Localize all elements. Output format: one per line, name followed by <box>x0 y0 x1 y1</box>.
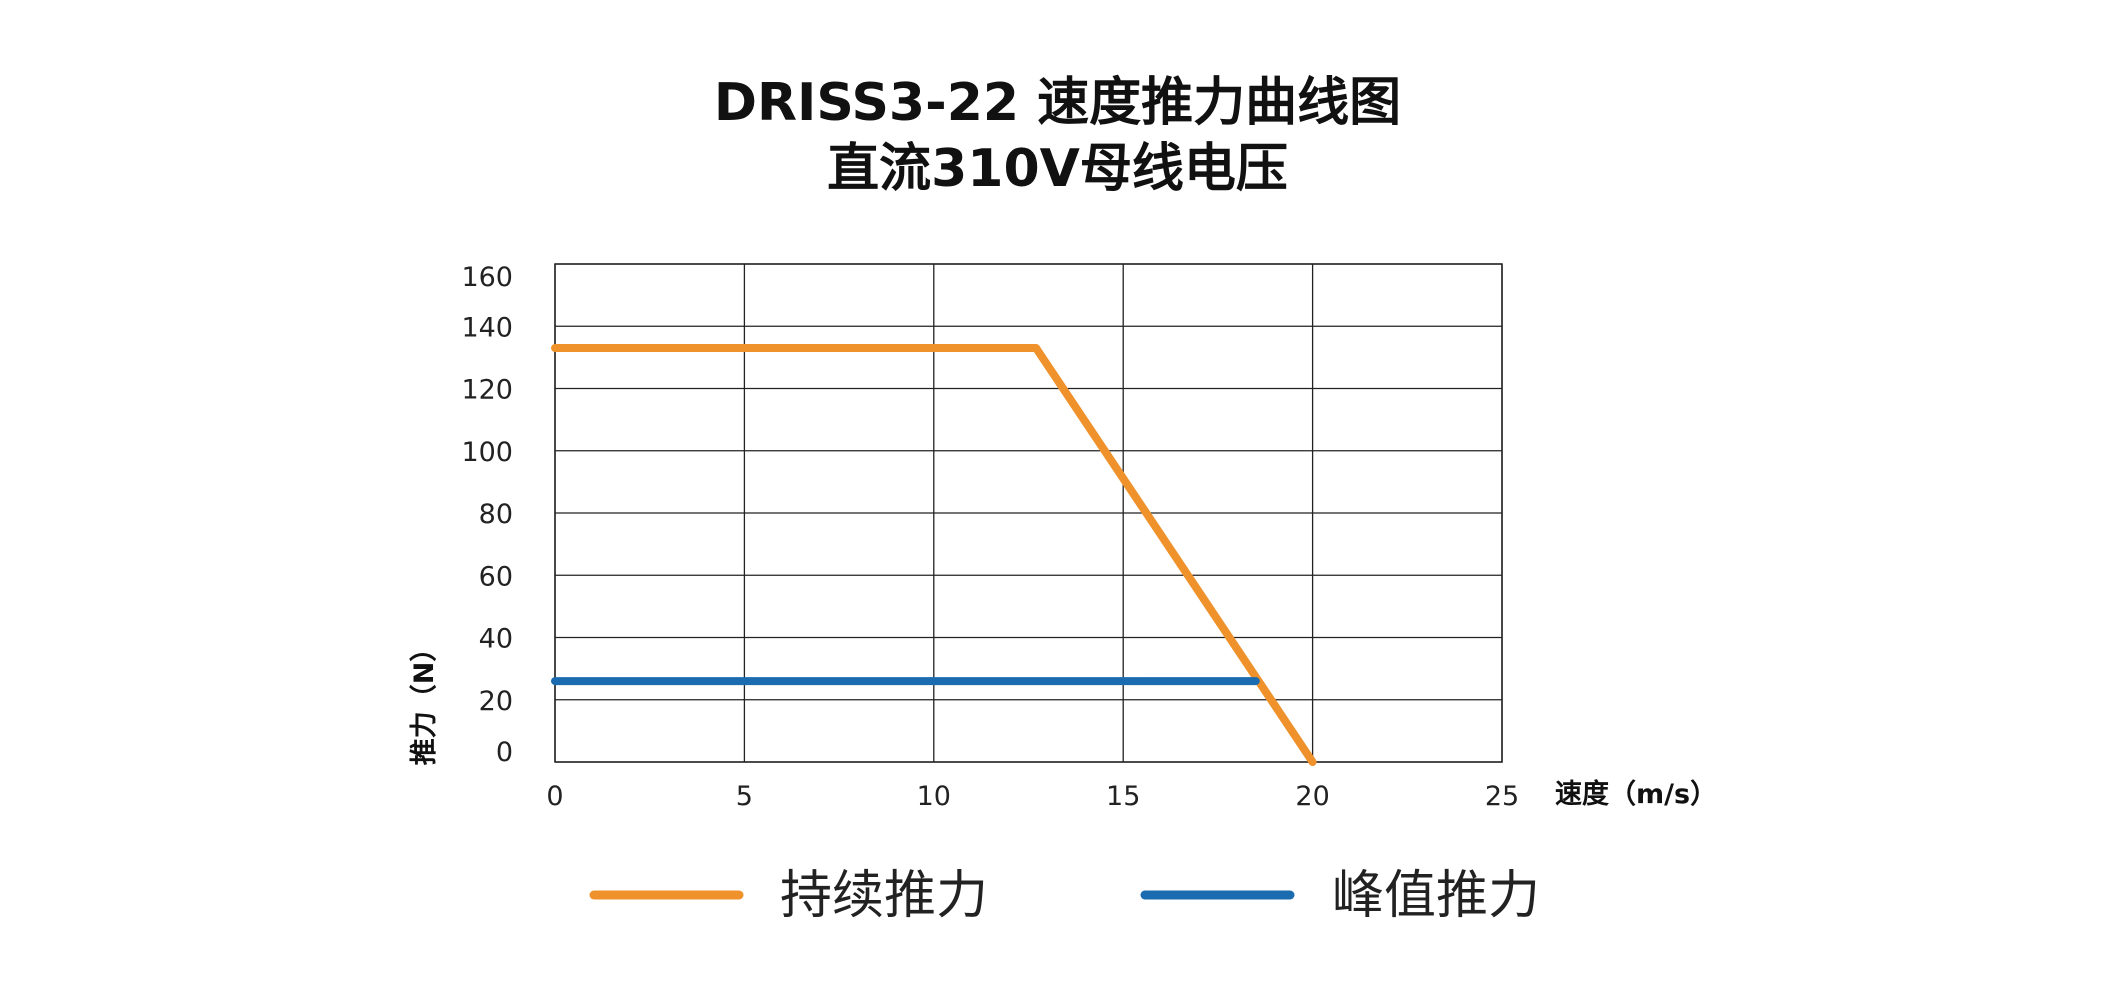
x-tick-label: 0 <box>546 781 563 812</box>
x-tick-label: 25 <box>1485 781 1519 812</box>
chart-title-line-2: 直流310V母线电压 <box>827 139 1288 199</box>
chart-grid <box>554 263 1503 763</box>
y-tick-label: 80 <box>479 499 513 530</box>
legend-label: 持续推力 <box>780 866 988 926</box>
x-tick-label: 15 <box>1106 781 1140 812</box>
x-axis-ticks: 0 5 10 15 20 25 <box>546 781 1519 812</box>
series-line-1 <box>551 344 1317 766</box>
x-tick-label: 20 <box>1295 781 1329 812</box>
chart-series <box>551 344 1317 766</box>
y-tick-label: 40 <box>479 624 513 655</box>
y-tick-label: 100 <box>461 437 513 468</box>
y-axis-ticks: 0 20 40 60 80 100 120 140 160 <box>461 262 513 768</box>
y-tick-label: 60 <box>479 561 513 592</box>
y-tick-label: 0 <box>496 737 513 768</box>
x-tick-label: 10 <box>917 781 951 812</box>
chart-legend: 持续推力 峰值推力 <box>589 866 1540 926</box>
y-axis-title: 推力（N） <box>409 635 440 766</box>
y-tick-label: 120 <box>461 375 513 406</box>
chart-title-line-1: DRISS3-22 速度推力曲线图 <box>713 73 1402 133</box>
y-tick-label: 20 <box>479 686 513 717</box>
chart-title: DRISS3-22 速度推力曲线图 直流310V母线电压 <box>0 70 2115 202</box>
x-tick-label: 5 <box>736 781 753 812</box>
y-tick-label: 160 <box>461 262 513 293</box>
x-axis-title: 速度（m/s） <box>1555 778 1717 810</box>
legend-label: 峰值推力 <box>1332 866 1540 926</box>
y-tick-label: 140 <box>461 312 513 343</box>
